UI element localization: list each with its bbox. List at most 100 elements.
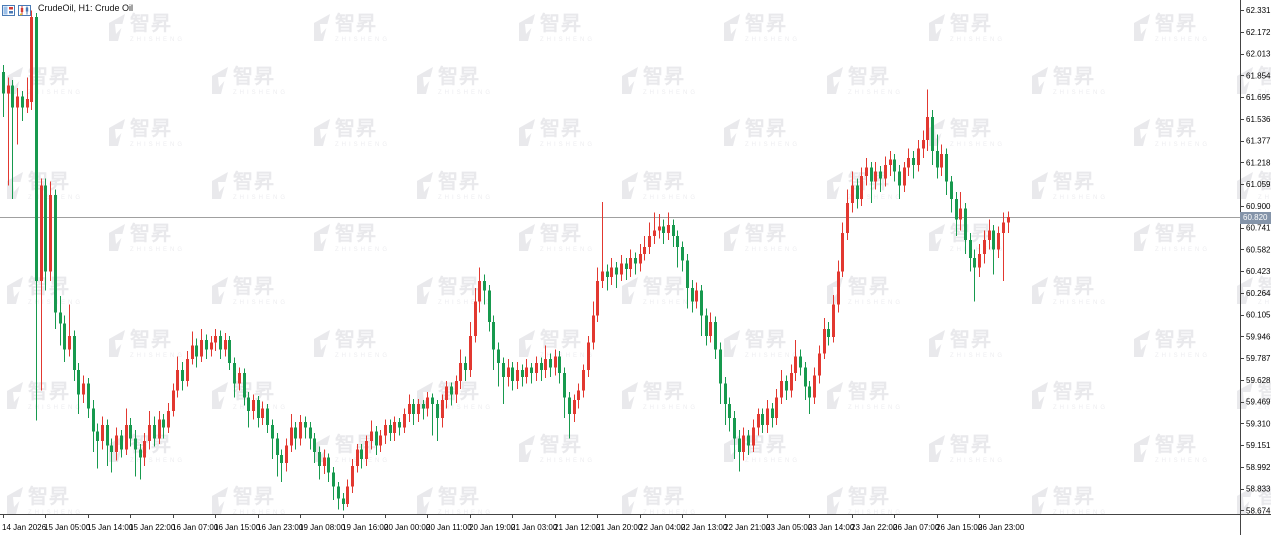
- time-axis-label: 26 Jan 23:00: [978, 523, 1025, 532]
- candle: [681, 241, 684, 272]
- candle: [82, 375, 85, 403]
- candle: [903, 162, 906, 193]
- candle: [238, 367, 241, 391]
- candle: [804, 361, 807, 401]
- candle: [615, 261, 618, 288]
- ohlc-candles-icon[interactable]: [18, 3, 31, 16]
- current-price-tag: 60.820: [1240, 211, 1271, 224]
- candle: [375, 426, 378, 455]
- price-axis-label: 61.854: [1246, 71, 1271, 80]
- candle: [917, 140, 920, 172]
- price-axis-label: 60.741: [1246, 224, 1271, 233]
- candle: [676, 230, 679, 268]
- candle: [455, 375, 458, 403]
- candle: [969, 233, 972, 272]
- candle: [332, 467, 335, 500]
- price-axis-label: 58.992: [1246, 463, 1271, 472]
- candle: [342, 493, 345, 511]
- candle: [327, 453, 330, 483]
- candle: [823, 318, 826, 360]
- candle: [266, 404, 269, 433]
- candle: [988, 219, 991, 250]
- candle: [228, 335, 231, 371]
- candle: [606, 264, 609, 291]
- candle: [714, 316, 717, 360]
- candle: [403, 408, 406, 433]
- price-axis[interactable]: 62.331 62.172 62.013 61.854 61.695 61.536 61.3…: [1240, 6, 1271, 515]
- candle: [761, 408, 764, 433]
- candle: [148, 411, 151, 450]
- candle: [808, 380, 811, 414]
- candle: [7, 77, 10, 186]
- candle: [110, 438, 113, 473]
- candle: [601, 201, 604, 288]
- candle: [997, 226, 1000, 258]
- chart-titlebar: CrudeOil, H1: Crude Oil: [2, 2, 133, 16]
- candle: [21, 90, 24, 122]
- candle: [96, 423, 99, 469]
- candle: [115, 427, 118, 461]
- candle: [492, 315, 495, 371]
- candle: [469, 322, 472, 377]
- candle: [700, 285, 703, 336]
- candle: [464, 356, 467, 381]
- time-axis-label: 15 Jan 14:00: [87, 523, 134, 532]
- candle: [247, 391, 250, 428]
- candle: [101, 416, 104, 450]
- candle: [568, 391, 571, 439]
- candle: [780, 370, 783, 405]
- candle: [181, 361, 184, 391]
- candle: [563, 367, 566, 418]
- time-axis-label: 23 Jan 14:00: [808, 523, 855, 532]
- candle: [497, 342, 500, 387]
- candle: [525, 359, 528, 384]
- candle: [379, 430, 382, 453]
- candle: [431, 393, 434, 436]
- candle: [672, 219, 675, 247]
- candle: [507, 359, 510, 387]
- candle: [926, 89, 929, 152]
- candle: [384, 419, 387, 444]
- candle: [733, 411, 736, 459]
- candle: [813, 367, 816, 405]
- candle: [40, 178, 43, 391]
- candle: [389, 419, 392, 442]
- candle: [577, 383, 580, 409]
- candle: [129, 417, 132, 447]
- price-axis-label: 62.013: [1246, 50, 1271, 59]
- candle: [738, 430, 741, 472]
- candle: [516, 361, 519, 390]
- candle: [488, 285, 491, 332]
- price-axis-label: 60.264: [1246, 289, 1271, 298]
- candle: [365, 435, 368, 466]
- price-axis-label: 59.946: [1246, 332, 1271, 341]
- candle: [658, 214, 661, 239]
- time-axis-label: 19 Jan 08:00: [299, 523, 346, 532]
- time-axis-label: 20 Jan 19:00: [469, 523, 516, 532]
- candle: [898, 164, 901, 200]
- candle: [436, 400, 439, 442]
- candle: [790, 364, 793, 398]
- candle: [709, 312, 712, 343]
- candle: [643, 235, 646, 261]
- candle: [200, 329, 203, 362]
- candle: [582, 364, 585, 398]
- candle: [832, 294, 835, 343]
- candle: [587, 335, 590, 377]
- time-axis-label: 23 Jan 22:00: [851, 523, 898, 532]
- candle: [370, 420, 373, 450]
- time-axis-label: 16 Jan 15:00: [214, 523, 261, 532]
- chart-properties-icon[interactable]: [2, 3, 15, 16]
- candle: [818, 345, 821, 384]
- candle: [158, 411, 161, 444]
- time-axis-label: 26 Jan 07:00: [893, 523, 940, 532]
- candle: [450, 382, 453, 406]
- price-axis-label: 59.787: [1246, 354, 1271, 363]
- candle: [30, 10, 33, 111]
- candle: [1007, 211, 1010, 234]
- candle: [662, 219, 665, 245]
- candle: [106, 419, 109, 466]
- price-axis-label: 61.536: [1246, 115, 1271, 124]
